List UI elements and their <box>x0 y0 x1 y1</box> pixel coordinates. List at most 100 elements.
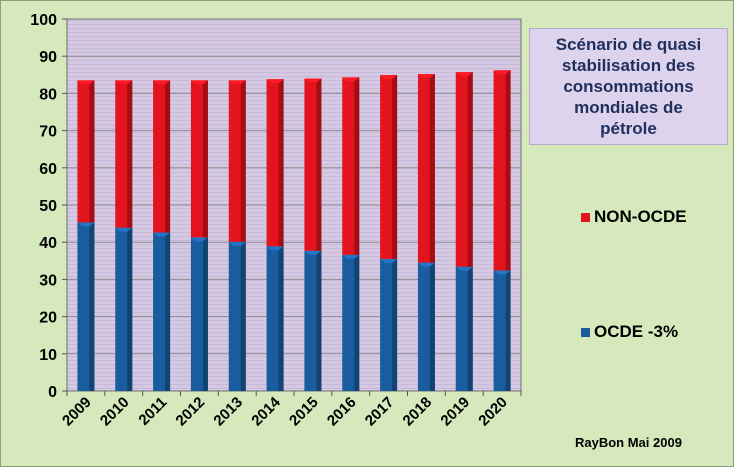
bar-ocde-2009 <box>77 222 95 391</box>
bar-bevel <box>115 80 133 85</box>
bar-side <box>354 254 360 391</box>
bar-non-ocde-2019 <box>455 72 473 267</box>
bar-non-ocde-2017 <box>380 75 398 259</box>
bar-non-ocde-2011 <box>153 80 171 233</box>
bar-ocde-2018 <box>417 262 435 391</box>
bar-side <box>429 262 435 391</box>
bar-non-ocde-2014 <box>266 79 284 247</box>
bar-bevel <box>417 74 435 79</box>
legend-label-ocde: OCDE -3% <box>594 322 679 341</box>
credit-text: RayBon Mai 2009 <box>575 435 682 450</box>
x-tick-label: 2018 <box>400 394 436 430</box>
bar-bevel <box>342 77 360 82</box>
bar-side <box>316 250 322 391</box>
x-tick-label: 2016 <box>324 394 360 430</box>
bar-side <box>202 237 208 391</box>
bar-side <box>316 78 322 251</box>
bar-bevel <box>493 270 511 275</box>
chart-title: Scénario de quasi stabilisation des cons… <box>529 28 728 145</box>
bar-side <box>89 80 95 223</box>
bar-bevel <box>380 258 398 263</box>
bar-bevel <box>455 72 473 77</box>
y-tick-label: 60 <box>39 161 57 178</box>
bar-ocde-2019 <box>455 266 473 391</box>
bar-bevel <box>380 75 398 80</box>
bar-side <box>202 80 208 238</box>
bar-bevel <box>77 222 95 227</box>
bar-side <box>240 80 246 242</box>
bar-bevel <box>304 250 322 255</box>
bar-side <box>165 232 171 391</box>
bar-bevel <box>266 246 284 251</box>
bar-bevel <box>153 232 171 237</box>
x-tick-label: 2010 <box>97 394 133 430</box>
bar-bevel <box>342 254 360 259</box>
bar-bevel <box>115 227 133 232</box>
bar-ocde-2020 <box>493 270 511 391</box>
bar-ocde-2010 <box>115 227 133 391</box>
x-tick-label: 2011 <box>135 394 170 429</box>
bar-bevel <box>190 80 208 85</box>
legend-swatch-non-ocde <box>581 212 590 222</box>
bar-bevel <box>228 241 246 246</box>
bar-bevel <box>304 78 322 83</box>
bar-side <box>392 75 398 259</box>
bar-non-ocde-2009 <box>77 80 95 223</box>
bar-side <box>89 222 95 391</box>
bar-side <box>392 258 398 391</box>
bar-non-ocde-2016 <box>342 77 360 255</box>
bar-side <box>165 80 171 233</box>
bar-side <box>240 241 246 391</box>
x-tick-label: 2012 <box>173 394 209 430</box>
bar-side <box>429 74 435 263</box>
bar-bevel <box>493 70 511 75</box>
bar-side <box>467 72 473 267</box>
legend-swatch-ocde <box>581 327 590 337</box>
x-tick-label: 2009 <box>59 394 95 430</box>
bar-bevel <box>190 237 208 242</box>
y-tick-label: 10 <box>39 347 57 364</box>
bar-side <box>505 270 511 391</box>
x-tick-label: 2017 <box>362 394 398 430</box>
bar-bevel <box>228 80 246 85</box>
y-tick-label: 20 <box>39 310 57 327</box>
bar-side <box>278 79 284 247</box>
x-tick-label: 2020 <box>475 394 511 430</box>
bar-bevel <box>266 79 284 84</box>
bar-ocde-2013 <box>228 241 246 391</box>
y-tick-label: 90 <box>39 49 57 66</box>
bar-ocde-2012 <box>190 237 208 391</box>
y-tick-label: 0 <box>48 384 57 401</box>
bar-ocde-2011 <box>153 232 171 391</box>
bar-side <box>278 246 284 391</box>
legend-label-non-ocde: NON-OCDE <box>594 207 687 226</box>
bar-bevel <box>153 80 171 85</box>
bar-non-ocde-2015 <box>304 78 322 251</box>
bar-ocde-2014 <box>266 246 284 391</box>
bar-bevel <box>455 266 473 271</box>
bar-side <box>127 227 133 391</box>
bar-side <box>127 80 133 228</box>
bar-ocde-2015 <box>304 250 322 391</box>
y-tick-label: 100 <box>30 12 57 29</box>
bar-non-ocde-2010 <box>115 80 133 228</box>
x-tick-label: 2015 <box>286 394 322 430</box>
bar-non-ocde-2013 <box>228 80 246 242</box>
y-tick-label: 30 <box>39 272 57 289</box>
y-tick-label: 70 <box>39 124 57 141</box>
bar-bevel <box>417 262 435 267</box>
x-tick-label: 2013 <box>210 394 246 430</box>
bar-non-ocde-2020 <box>493 70 511 271</box>
y-tick-label: 40 <box>39 235 57 252</box>
y-tick-label: 80 <box>39 86 57 103</box>
x-tick-label: 2019 <box>437 394 473 430</box>
bar-bevel <box>77 80 95 85</box>
bar-ocde-2016 <box>342 254 360 391</box>
legend-item-ocde: OCDE -3% <box>581 322 678 342</box>
bar-side <box>505 70 511 271</box>
bar-side <box>467 266 473 391</box>
bar-non-ocde-2012 <box>190 80 208 238</box>
bar-ocde-2017 <box>380 258 398 391</box>
